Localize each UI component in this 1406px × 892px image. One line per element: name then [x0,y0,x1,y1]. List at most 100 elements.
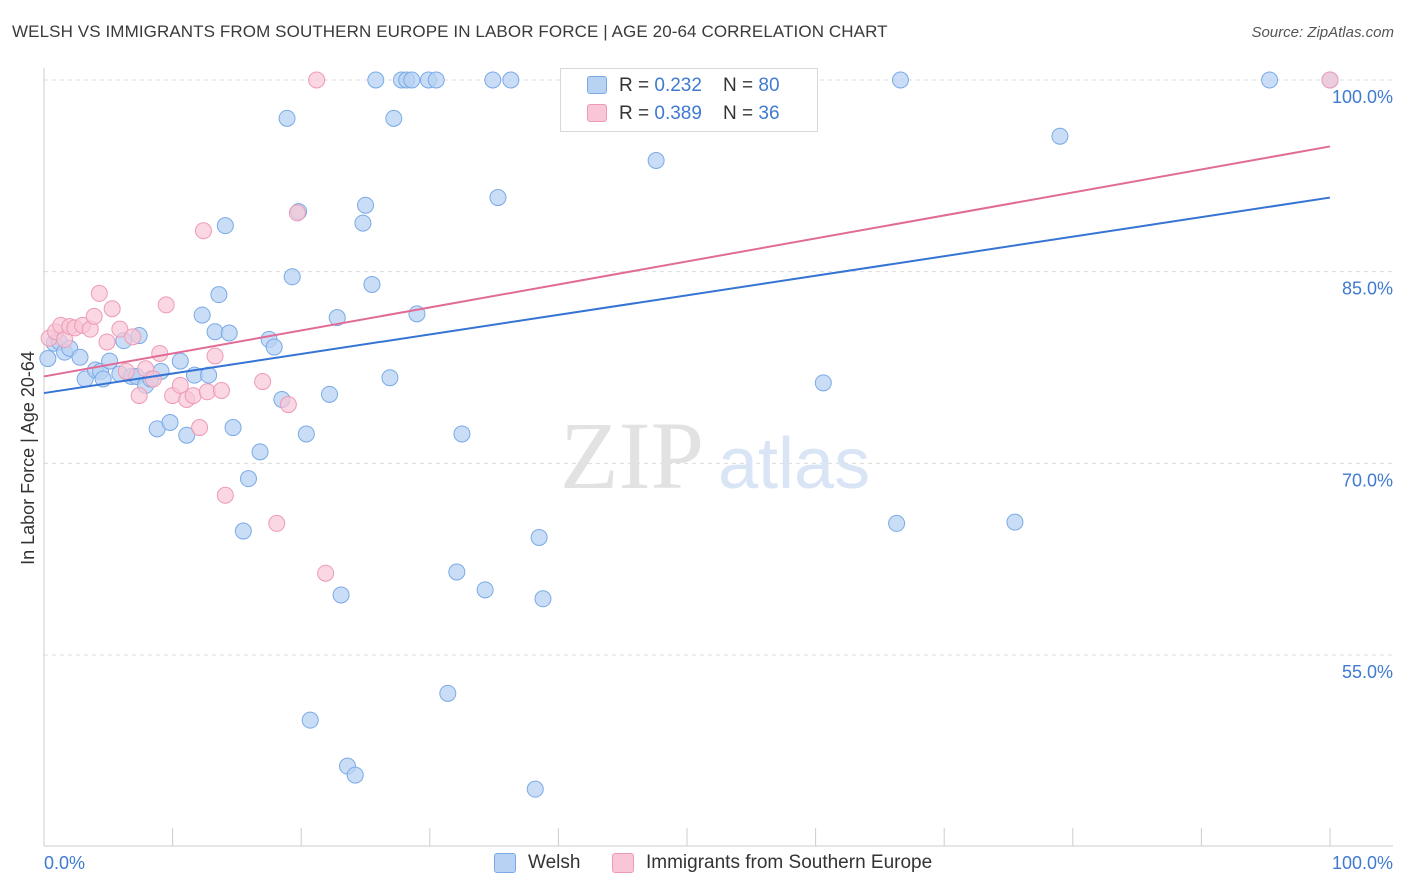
welsh-point-31 [239,470,257,488]
tick-labels: 0.0% 100.0% 55.0% 70.0% 85.0% 100.0% [44,87,1393,873]
legend-imm-r-label: R = [619,103,655,124]
welsh-point-20 [161,413,179,431]
welsh-point-26 [206,323,224,341]
immigrants-point-15 [130,387,148,405]
immigrants-point-29 [216,486,234,504]
welsh-point-40 [297,425,315,443]
y-tick-label-100: 100.0% [1332,87,1393,107]
welsh-point-68 [534,590,552,608]
welsh-point-66 [526,780,544,798]
immigrants-point-34 [317,564,335,582]
welsh-point-76 [1261,71,1279,89]
welsh-point-41 [301,711,319,729]
immigrants-point-31 [268,514,286,532]
trend-line-welsh [43,196,1331,395]
welsh-point-49 [363,275,381,293]
immigrants-point-23 [184,387,202,405]
legend-imm-n-label: N = [723,103,759,124]
welsh-point-52 [385,109,403,127]
watermark-zip: ZIP [560,402,704,509]
immigrants-point-26 [198,383,216,401]
welsh-point-70 [647,152,665,169]
legend-imm-r-value: 0.389 [654,103,702,124]
immigrants-point-18 [151,344,169,362]
legend-welsh-n-value: 80 [758,75,780,96]
welsh-point-21 [171,352,189,370]
immigrants-point-8 [85,307,103,325]
welsh-point-60 [448,563,466,581]
legend-imm-n-value: 36 [758,103,780,124]
welsh-point-22 [178,426,196,444]
immigrants-point-11 [103,300,121,318]
welsh-point-51 [381,369,399,387]
welsh-point-64 [489,189,507,207]
welsh-point-55 [403,71,421,89]
welsh-point-71 [814,374,832,392]
welsh-point-46 [346,766,364,784]
welsh-point-59 [439,684,457,702]
legend-welsh-n-label: N = [723,75,759,96]
welsh-point-72 [888,514,906,532]
welsh-point-58 [427,71,445,89]
welsh-point-61 [453,425,471,443]
welsh-point-74 [1006,513,1024,531]
immigrants-point-28 [212,382,230,399]
stats-legend: R = 0.232 N = 80 R = 0.389 N = 36 [560,68,818,132]
welsh-point-5 [71,348,89,366]
welsh-point-65 [502,71,520,89]
legend-swatch-welsh-bottom [494,853,516,873]
welsh-point-47 [354,214,372,232]
legend-swatch-immigrants [587,104,607,122]
legend-welsh-r-value: 0.232 [654,75,702,96]
welsh-point-48 [357,196,374,214]
immigrants-point-14 [124,328,142,346]
immigrants-point-19 [157,296,175,314]
y-tick-label-70: 70.0% [1342,470,1393,490]
immigrants-point-13 [117,362,135,380]
immigrants-point-35 [308,71,326,89]
welsh-point-42 [320,385,338,403]
welsh-point-44 [332,586,350,604]
welsh-point-27 [210,286,228,304]
axes [43,68,1393,847]
welsh-point-28 [216,217,234,235]
welsh-point-29 [220,324,238,342]
x-tick-label-right: 100.0% [1332,853,1393,873]
welsh-point-50 [367,71,385,89]
watermark: ZIP atlas [560,402,870,509]
chart-title: WELSH VS IMMIGRANTS FROM SOUTHERN EUROPE… [12,22,888,41]
immigrants-point-32 [279,396,297,414]
welsh-point-63 [484,71,502,89]
y-tick-label-55: 55.0% [1342,662,1393,682]
source-credit: Source: ZipAtlas.com [1251,24,1394,41]
welsh-point-73 [891,71,909,89]
welsh-point-67 [530,528,548,546]
immigrants-point-24 [191,419,209,437]
legend-swatch-welsh [587,76,607,94]
immigrants-point-30 [254,373,272,391]
immigrants-point-25 [194,222,212,240]
welsh-point-62 [476,581,494,599]
immigrants-point-33 [288,204,306,222]
y-tick-label-85: 85.0% [1342,279,1393,299]
legend-label-immigrants: Immigrants from Southern Europe [646,852,933,873]
welsh-point-33 [251,443,269,461]
welsh-point-30 [224,419,242,437]
legend-welsh-r-label: R = [619,75,655,96]
trend-lines [43,145,1331,395]
grid-lines [44,79,1393,656]
immigrants-point-9 [90,284,108,302]
immigrants-point-36 [1321,71,1339,89]
welsh-point-75 [1051,127,1069,145]
welsh-point-24 [193,306,211,324]
legend-label-welsh: Welsh [528,852,581,873]
immigrants-point-12 [111,320,129,338]
welsh-point-43 [328,309,346,327]
legend-swatch-immigrants-bottom [612,853,634,873]
series-legend: Welsh Immigrants from Southern Europe [0,852,1406,878]
welsh-point-32 [234,522,252,540]
series-immigrants-points [40,71,1339,582]
immigrants-point-10 [98,333,116,351]
welsh-point-0 [39,350,57,368]
